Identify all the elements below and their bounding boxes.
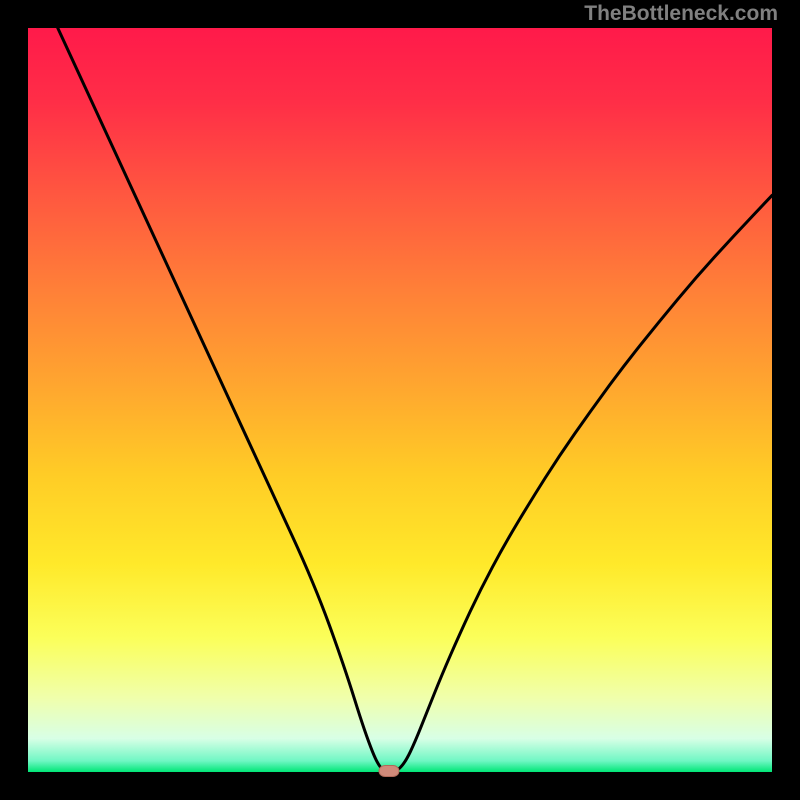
plot-area (28, 28, 772, 772)
curve-path (58, 28, 772, 772)
min-marker (378, 765, 399, 777)
watermark-text: TheBottleneck.com (584, 2, 778, 26)
min-marker-rect (379, 765, 399, 776)
chart-frame: TheBottleneck.com (0, 0, 800, 800)
bottleneck-curve (28, 28, 772, 772)
